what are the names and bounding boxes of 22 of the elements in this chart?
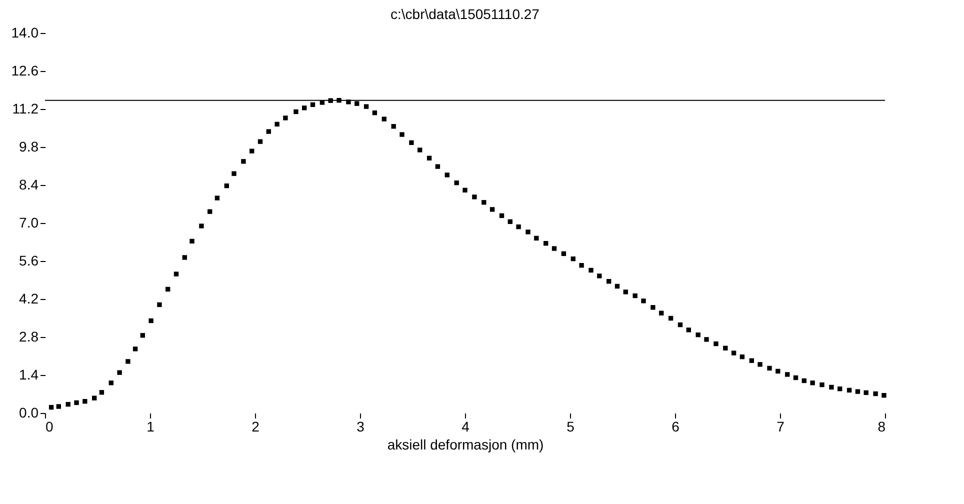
x-tick-label: 6 bbox=[672, 418, 680, 434]
y-tick-label: 12.6 bbox=[11, 62, 39, 78]
x-tick-label: 3 bbox=[356, 418, 365, 434]
y-tick-label: 0.0 bbox=[19, 404, 39, 420]
x-tick-label: 0 bbox=[46, 418, 54, 434]
y-tick-label: 1.4 bbox=[19, 366, 39, 382]
x-tick-label: 4 bbox=[462, 418, 470, 434]
x-axis-title: aksiell deformasjon (mm) bbox=[387, 436, 544, 452]
y-tick-label: 4.2 bbox=[19, 290, 39, 306]
y-tick-label: 11.2 bbox=[12, 100, 39, 116]
x-tick-label: 7 bbox=[776, 418, 785, 434]
x-tick-label: 1 bbox=[146, 418, 155, 434]
chart-title: c:\cbr\data\15051110.27 bbox=[390, 6, 540, 22]
y-tick-label: 5.6 bbox=[19, 252, 39, 268]
y-tick-label: 2.8 bbox=[19, 328, 39, 344]
y-tick-label: 8.4 bbox=[19, 176, 39, 192]
x-tick-label: 8 bbox=[878, 418, 886, 434]
y-tick-label: 7.0 bbox=[19, 214, 39, 230]
y-tick-label: 9.8 bbox=[19, 138, 39, 154]
y-tick-label: 14.0 bbox=[11, 24, 39, 40]
x-tick-label: 2 bbox=[252, 418, 260, 434]
x-tick-label: 5 bbox=[566, 418, 575, 434]
